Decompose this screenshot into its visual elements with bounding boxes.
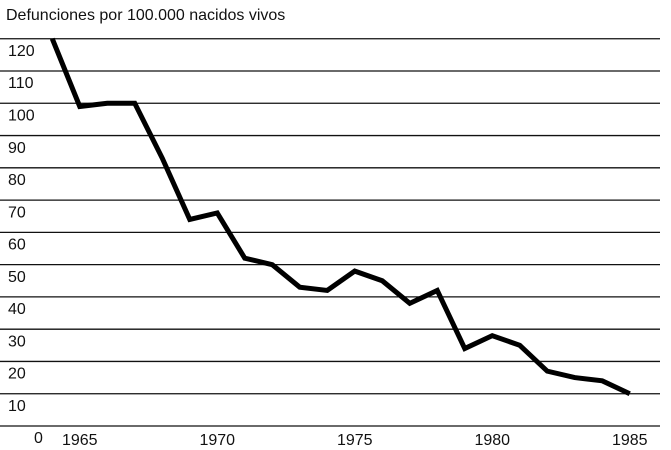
y-tick-label: 10 — [8, 398, 26, 415]
y-tick-label: 80 — [8, 172, 26, 189]
y-tick-label: 0 — [34, 430, 43, 447]
y-tick-label: 90 — [8, 140, 26, 157]
y-tick-label: 100 — [8, 107, 35, 124]
y-tick-label: 110 — [8, 75, 34, 92]
data-line — [49, 37, 631, 396]
chart-title: Defunciones por 100.000 nacidos vivos — [6, 7, 285, 24]
y-tick-label: 70 — [8, 204, 26, 221]
y-tick-label: 50 — [8, 269, 26, 286]
x-tick-label: 1970 — [199, 432, 235, 449]
y-tick-label: 30 — [8, 333, 26, 350]
x-tick-label: 1985 — [612, 432, 648, 449]
y-tick-label: 60 — [8, 237, 26, 254]
x-tick-label: 1965 — [62, 432, 98, 449]
y-tick-label: 20 — [8, 366, 26, 383]
y-tick-label: 120 — [8, 43, 35, 60]
y-tick-label: 40 — [8, 301, 26, 318]
x-tick-label: 1980 — [474, 432, 510, 449]
x-tick-label: 1975 — [337, 432, 373, 449]
